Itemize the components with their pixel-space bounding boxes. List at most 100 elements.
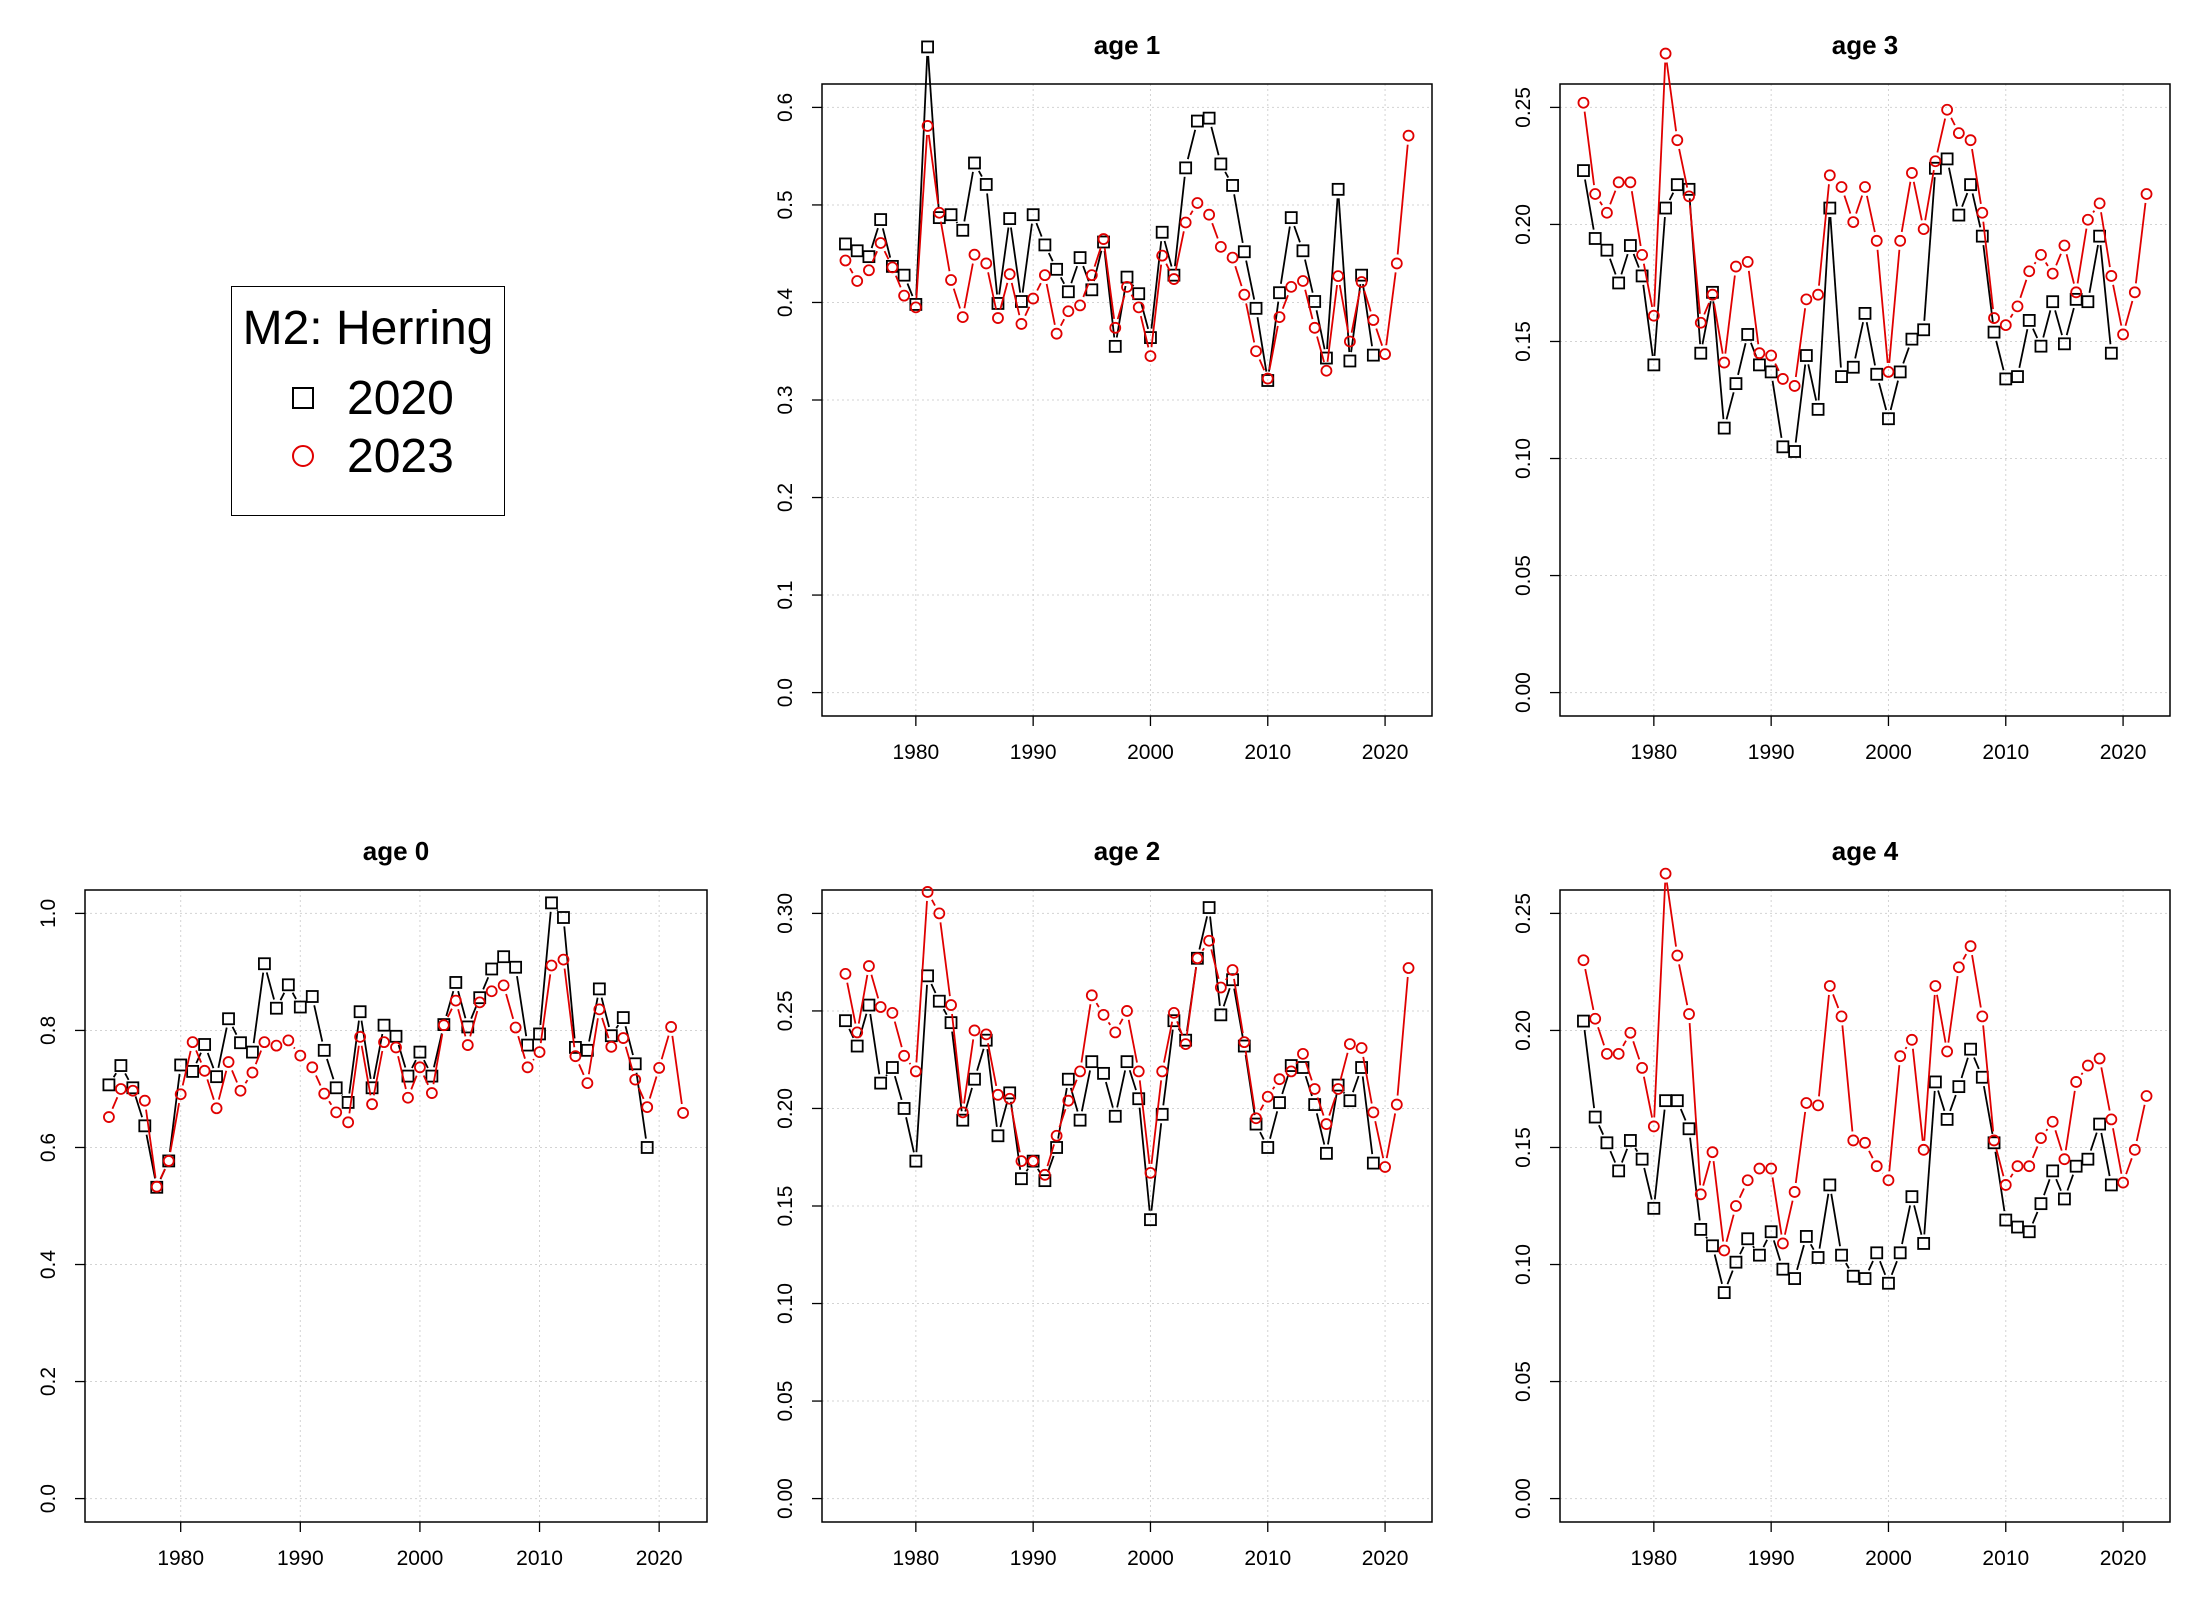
series-line-segment <box>1923 177 1936 321</box>
data-point-2020 <box>305 990 319 1003</box>
series-line-segment <box>930 983 937 994</box>
data-point-2023 <box>1999 1179 2012 1191</box>
series-line-segment <box>915 55 929 296</box>
y-tick-label: 0.05 <box>1512 1361 1535 1402</box>
series-line-segment <box>2112 284 2123 326</box>
data-point-2020 <box>1729 1255 1743 1269</box>
series-line-segment <box>1304 259 1314 293</box>
series-line-segment <box>955 221 959 224</box>
data-point-2023 <box>1214 240 1227 253</box>
data-point-2023 <box>342 1116 355 1129</box>
series-line-segment <box>927 134 939 204</box>
series-line-segment <box>112 1072 117 1078</box>
series-line-segment <box>1082 283 1090 298</box>
series-line-segment <box>457 1009 467 1037</box>
series-line-segment <box>315 1075 322 1086</box>
series-line-segment <box>976 1048 985 1071</box>
series-line-segment <box>578 1064 585 1076</box>
data-point-2020 <box>1694 1223 1708 1236</box>
data-point-2020 <box>545 896 558 910</box>
data-point-2023 <box>2046 267 2059 280</box>
series-2020 <box>102 896 654 1194</box>
data-point-2020 <box>497 950 511 964</box>
series-line-segment <box>1855 195 1864 214</box>
data-point-2023 <box>2023 1160 2036 1173</box>
series-line-segment <box>1936 994 1947 1043</box>
series-line-segment <box>1982 244 1994 324</box>
series-line-segment <box>1150 1080 1163 1165</box>
series-line-segment <box>951 1031 963 1112</box>
data-point-2020 <box>1588 232 1602 245</box>
series-line-segment <box>168 1073 181 1153</box>
data-point-2023 <box>1894 1050 1907 1063</box>
data-point-2023 <box>1343 335 1356 348</box>
series-line-segment <box>895 275 902 288</box>
series-line-segment <box>1361 1076 1374 1155</box>
data-point-2020 <box>269 1001 283 1015</box>
y-tick-label: 0.25 <box>1512 87 1535 128</box>
series-line-segment <box>1584 179 1595 230</box>
data-point-2023 <box>1015 1155 1028 1168</box>
data-point-2023 <box>1636 1061 1649 1074</box>
data-point-2023 <box>378 1036 390 1049</box>
series-line-segment <box>217 1027 228 1069</box>
series-line-segment <box>1118 1018 1124 1025</box>
data-point-2020 <box>1366 1156 1380 1170</box>
data-point-2020 <box>341 1096 355 1109</box>
data-point-2023 <box>1003 1092 1016 1105</box>
series-line-segment <box>1116 1070 1126 1108</box>
data-point-2023 <box>1109 1026 1122 1039</box>
series-line-segment <box>145 1134 156 1179</box>
data-point-2023 <box>1706 288 1719 301</box>
data-point-2023 <box>1823 169 1836 182</box>
data-point-2020 <box>616 1011 630 1024</box>
data-point-2023 <box>1132 1065 1145 1078</box>
series-line-segment <box>145 1109 157 1178</box>
data-point-2020 <box>2104 346 2118 360</box>
series-line-segment <box>1937 1090 1946 1112</box>
x-tick-label: 2020 <box>2100 741 2147 764</box>
data-point-2023 <box>1367 314 1380 326</box>
series-line-segment <box>397 1055 407 1090</box>
data-point-2023 <box>1074 1065 1086 1078</box>
x-tick-label: 1980 <box>1630 741 1677 764</box>
panel-age-0: age 0 1980 1990 2000 2010 2020 0.0 0.2 0.4 0.6 0.8… <box>37 836 708 1570</box>
data-point-2020 <box>1320 351 1333 365</box>
data-point-2020 <box>2069 1159 2083 1173</box>
series-line-segment <box>422 1075 429 1086</box>
series-line-segment <box>857 974 869 1024</box>
data-point-2023 <box>1355 1042 1368 1054</box>
series-line-segment <box>181 1050 192 1086</box>
series-line-segment <box>469 1010 479 1037</box>
series-line-segment <box>1059 318 1065 327</box>
series-line-segment <box>1889 380 1899 411</box>
series-line-segment <box>1165 263 1171 272</box>
series-line-segment <box>1316 1097 1325 1116</box>
data-point-2020 <box>850 244 864 258</box>
data-point-2023 <box>2128 1143 2141 1156</box>
data-point-2023 <box>956 1106 969 1119</box>
data-point-2023 <box>1109 321 1122 334</box>
series-line-segment <box>2009 1173 2014 1178</box>
series-2020 <box>839 901 1380 1227</box>
data-point-2020 <box>1952 208 1966 222</box>
series-line-segment <box>1982 221 1994 310</box>
data-point-2020 <box>1928 161 1942 175</box>
data-point-2023 <box>1332 270 1345 283</box>
data-point-2023 <box>1730 260 1742 273</box>
series-line-segment <box>1913 1205 1923 1235</box>
data-point-2020 <box>874 213 888 226</box>
data-point-2023 <box>1776 373 1789 385</box>
data-point-2023 <box>1706 1146 1719 1159</box>
data-point-2023 <box>485 985 498 998</box>
data-point-2023 <box>605 1040 618 1053</box>
series-line-segment <box>1818 184 1830 286</box>
data-point-2020 <box>1811 1251 1825 1264</box>
series-line-segment <box>648 1076 658 1099</box>
series-line-segment <box>1609 190 1617 205</box>
data-point-2023 <box>2070 1076 2083 1088</box>
series-line-segment <box>1103 247 1115 320</box>
grid <box>85 890 707 1522</box>
data-point-2023 <box>1765 349 1778 362</box>
x-tick-label: 2010 <box>1244 1547 1291 1570</box>
